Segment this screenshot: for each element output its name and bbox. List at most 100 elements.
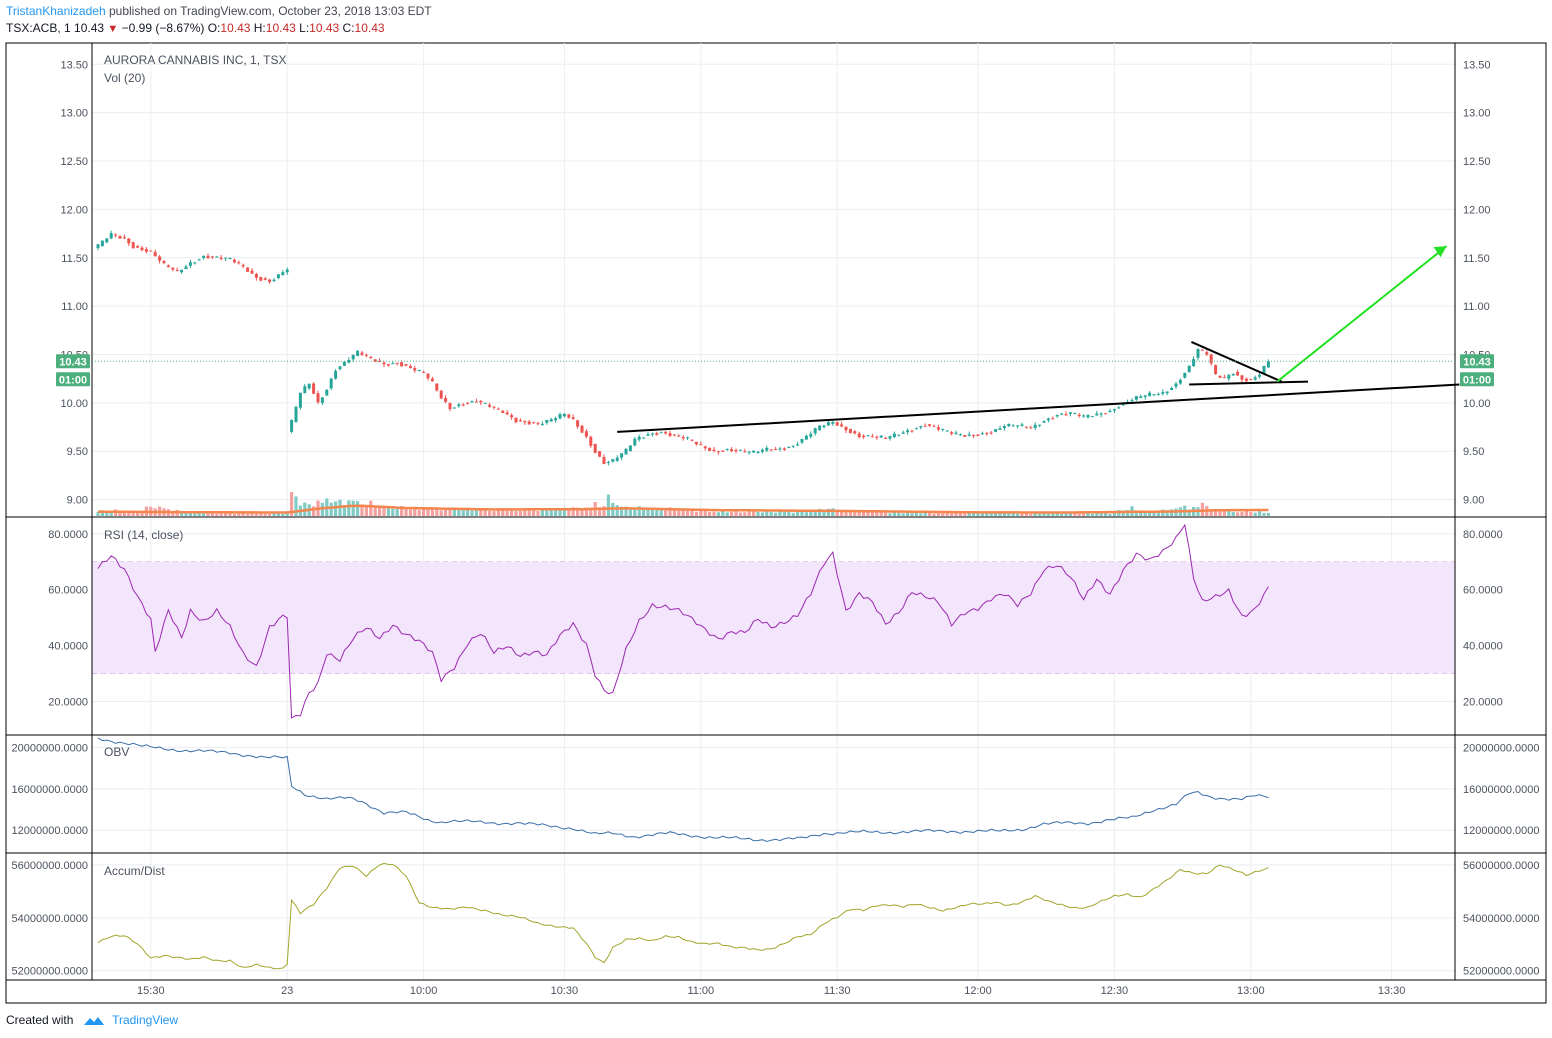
close-value: 10.43 (354, 21, 385, 35)
volume-bar (919, 513, 923, 516)
candle-body (1042, 421, 1046, 423)
indicator-lines (97, 523, 1269, 970)
countdown-tag-left-bg (56, 372, 90, 387)
candle-body (1029, 427, 1033, 429)
candle-body (188, 262, 192, 266)
candle-body (338, 366, 342, 369)
volume-bar (985, 513, 989, 516)
candle-body (523, 420, 527, 423)
volume-bar (571, 507, 575, 516)
volume-bar (1200, 502, 1204, 516)
volume-bar (624, 506, 628, 516)
volume-bar (598, 507, 602, 516)
volume-bar (140, 512, 144, 516)
candle-body (1148, 392, 1152, 397)
candle-body (140, 247, 144, 251)
candle-body (708, 447, 712, 452)
candle-body (457, 404, 461, 407)
volume-bar (228, 513, 232, 516)
volume-bar (1046, 513, 1050, 516)
triangle-lower-line (1189, 380, 1309, 386)
candle-body (259, 277, 263, 281)
candle-body (351, 354, 355, 360)
volume-bar (329, 502, 333, 516)
y-tick-label-left: 16000000.0000 (12, 784, 88, 796)
volume-bar (1060, 513, 1064, 516)
candle-body (862, 435, 866, 438)
author-link[interactable]: TristanKhanizadeh (6, 4, 106, 18)
candle-body (756, 451, 760, 454)
volume-bar (976, 512, 980, 516)
candle-body (378, 360, 382, 363)
candle-body (668, 433, 672, 436)
candle-body (923, 425, 927, 427)
volume-bar (800, 511, 804, 516)
volume-bar (809, 510, 813, 516)
drawings-layer[interactable] (617, 245, 1460, 433)
candle-body (633, 438, 637, 446)
volume-bar (1073, 513, 1077, 516)
volume-bar (448, 509, 452, 516)
volume-bar (914, 512, 918, 516)
volume-bar (910, 513, 914, 516)
volume-bar (870, 512, 874, 516)
volume-bar (496, 508, 500, 516)
candle-body (637, 436, 641, 440)
candle-body (1240, 375, 1244, 380)
candle-body (263, 278, 267, 280)
candle-body (954, 432, 958, 434)
last-price-tag-left: 10.43 (59, 356, 87, 368)
volume-bar (716, 512, 720, 516)
candle-body (237, 262, 241, 264)
volume-bar (1002, 512, 1006, 516)
y-tick-label-left: 10.00 (60, 398, 88, 410)
candle-body (950, 432, 954, 434)
candle-body (870, 436, 874, 438)
candle-body (694, 441, 698, 445)
candle-body (219, 257, 223, 259)
volume-bar (760, 512, 764, 516)
volume-bar (655, 508, 659, 516)
candle-body (1051, 418, 1055, 420)
candle-body (787, 447, 791, 449)
candle-body (888, 436, 892, 439)
volume-bar (479, 508, 483, 516)
candle-body (241, 264, 245, 267)
candle-body (246, 267, 250, 272)
candle-layer (96, 230, 1270, 466)
candle-body (171, 267, 175, 270)
candle-body (1112, 409, 1116, 411)
candle-body (452, 407, 456, 409)
y-tick-label-right: 60.0000 (1463, 585, 1503, 597)
candle-body (681, 437, 685, 439)
accum-dist-line (97, 862, 1269, 970)
volume-bar (998, 513, 1002, 516)
tradingview-link[interactable]: TradingView (112, 1013, 179, 1027)
volume-bar (193, 513, 197, 516)
x-tick-label: 23 (281, 985, 293, 997)
volume-bar (642, 509, 646, 516)
volume-bar (1038, 513, 1042, 516)
candle-body (919, 426, 923, 428)
volume-bar (466, 507, 470, 516)
candle-body (589, 436, 593, 446)
volume-bar (659, 508, 663, 516)
candle-body (941, 428, 945, 430)
candle-body (417, 369, 421, 371)
tradingview-logo-icon (83, 1016, 104, 1025)
candle-body (892, 433, 896, 438)
volume-bar (219, 513, 223, 516)
candle-body (518, 420, 522, 422)
volume-bar (730, 511, 734, 516)
volume-bar (1236, 512, 1240, 516)
volume-bar (263, 513, 267, 516)
candle-body (1064, 414, 1068, 416)
candle-body (228, 257, 232, 260)
y-tick-label-left: 52000000.0000 (12, 966, 88, 978)
volume-bar (532, 509, 536, 516)
candle-body (782, 448, 786, 450)
volume-bar (928, 512, 932, 516)
candle-body (1060, 413, 1064, 415)
candle-body (1156, 393, 1160, 395)
